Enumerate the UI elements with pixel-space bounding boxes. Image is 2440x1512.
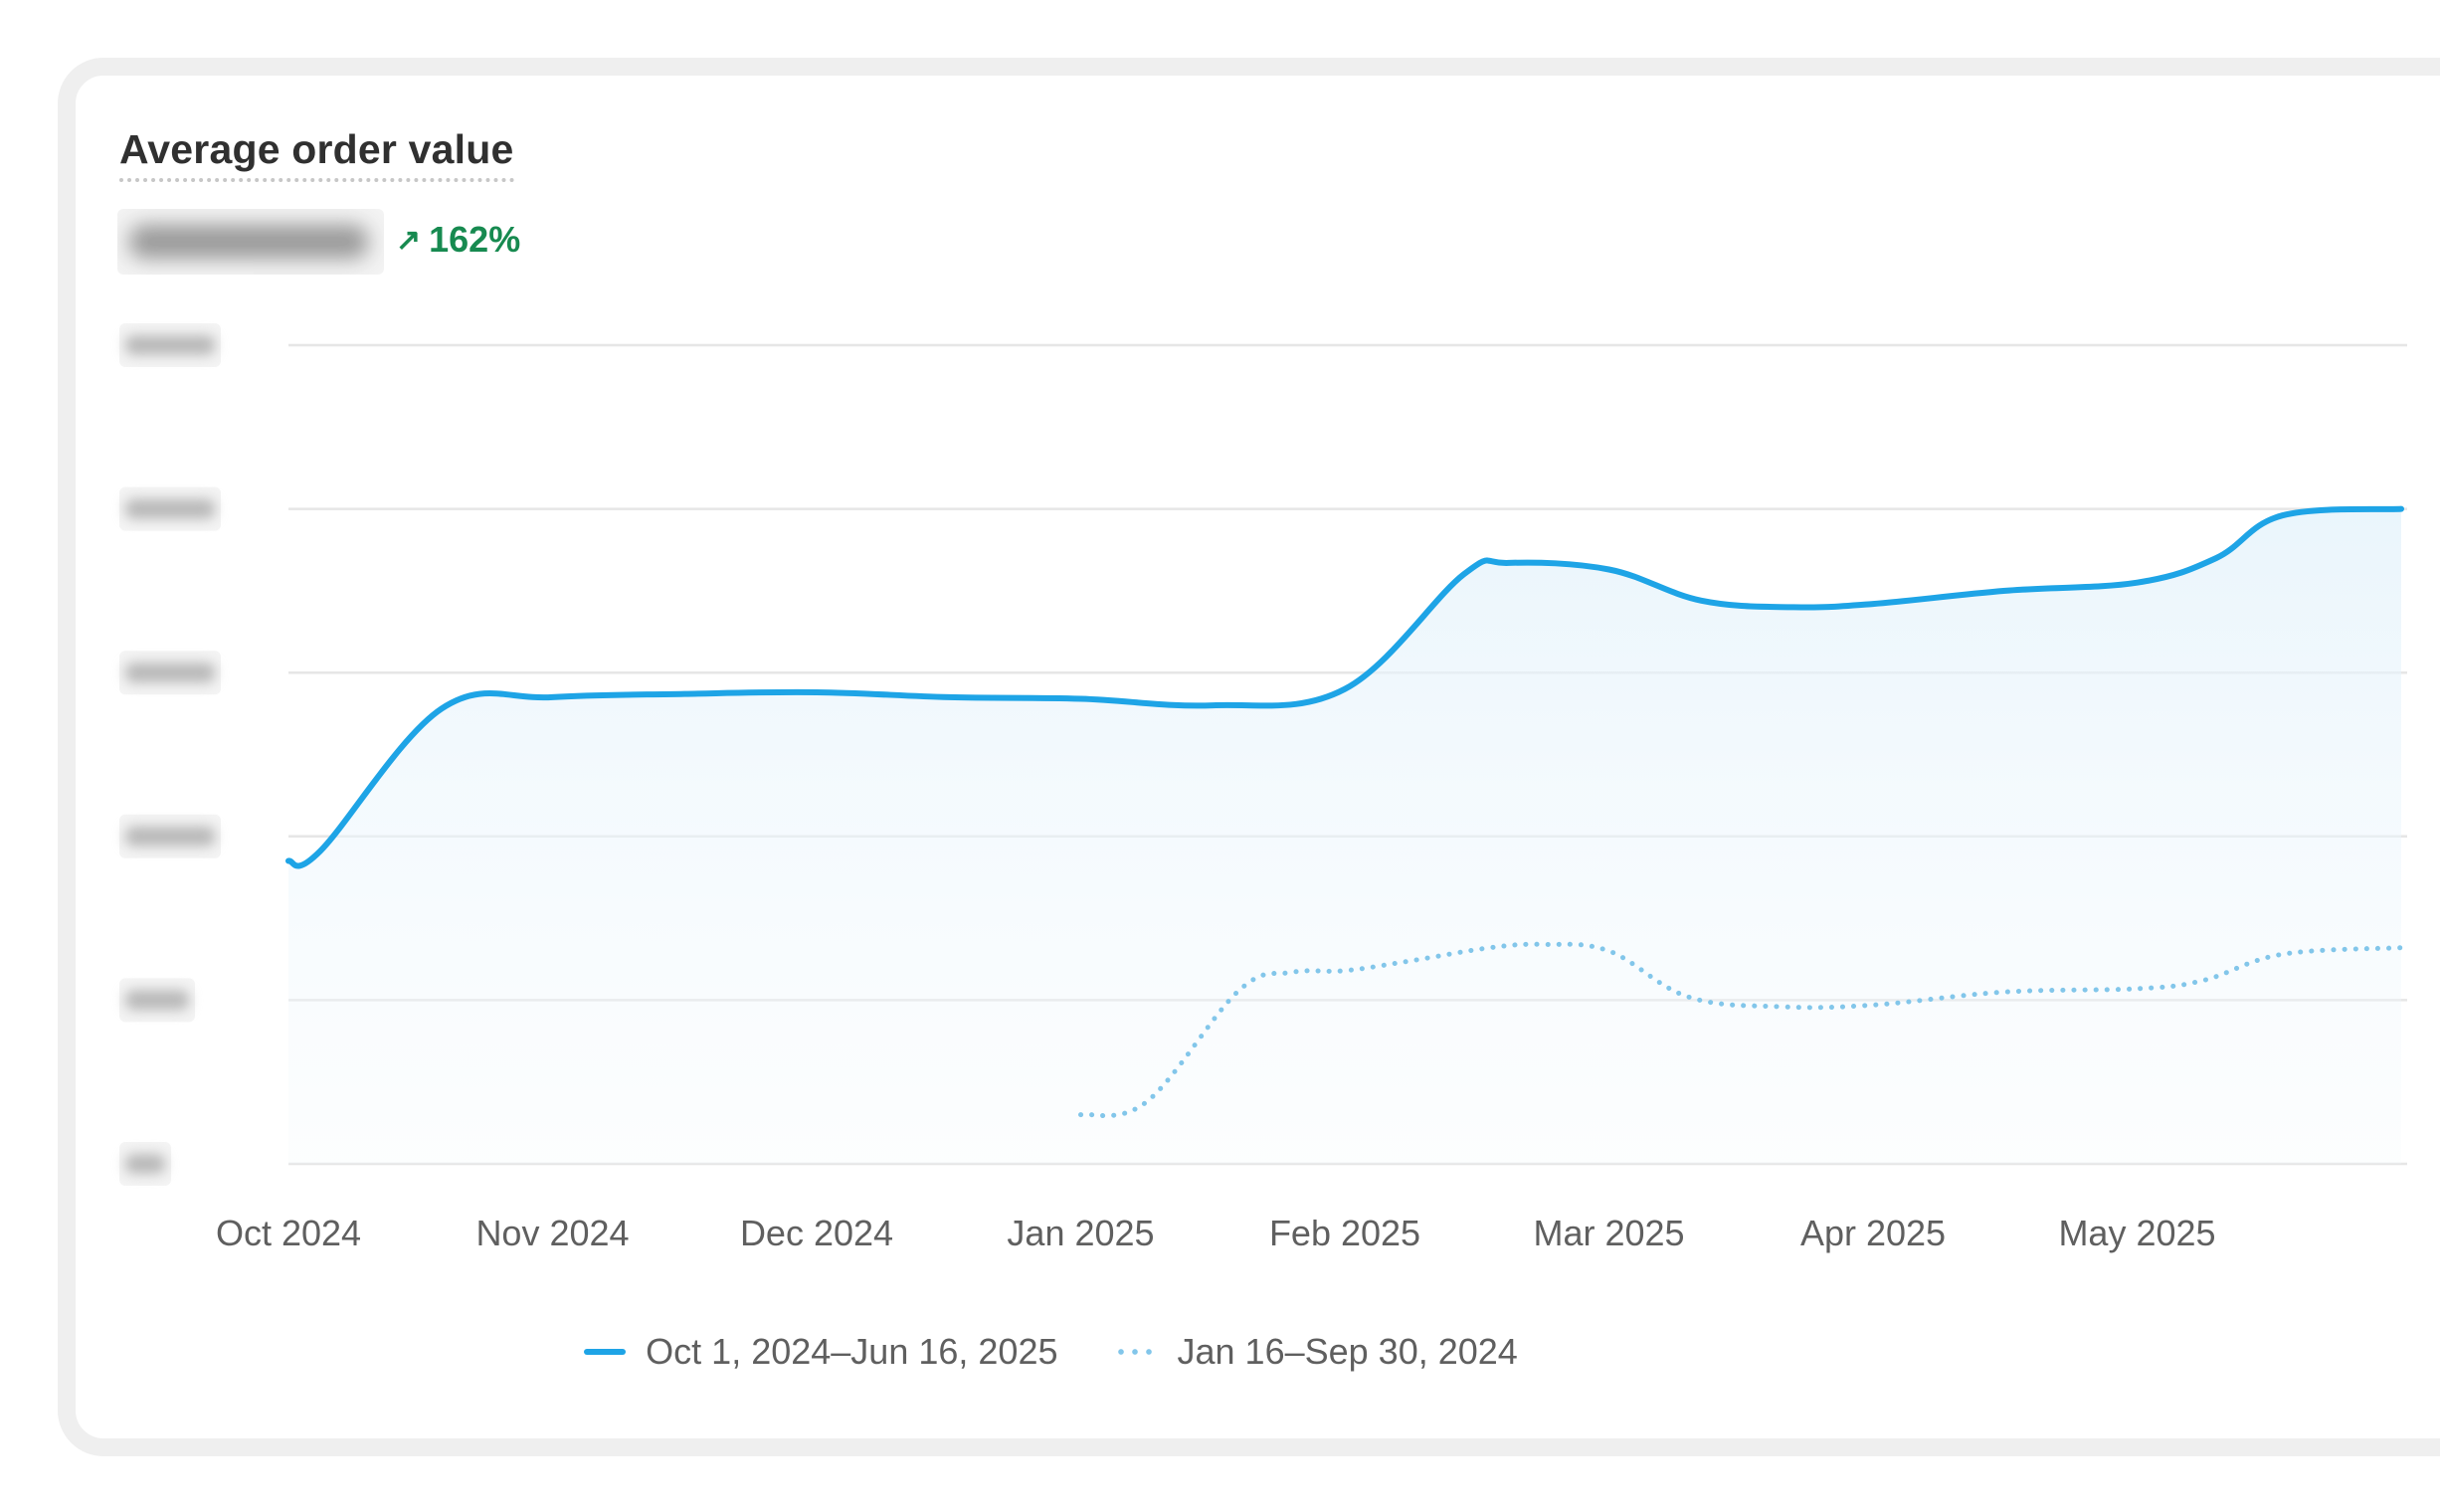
x-tick-label: May 2025 (2058, 1213, 2215, 1253)
series-line-current[interactable] (285, 505, 2404, 869)
delta-badge: ↗ 162% (396, 219, 520, 261)
y-tick-label-blur (125, 662, 215, 683)
chart-legend: Oct 1, 2024–Jun 16, 2025 Jan 16–Sep 30, … (0, 1331, 2440, 1373)
chart-title[interactable]: Average order value (119, 126, 514, 183)
redacted-ink (129, 225, 368, 259)
y-tick-label-blur (125, 335, 215, 355)
dotted-line-swatch-icon (1113, 1349, 1158, 1355)
legend-label-current: Oct 1, 2024–Jun 16, 2025 (646, 1331, 1058, 1372)
x-tick-label: Feb 2025 (1269, 1213, 1420, 1253)
delta-value: 162% (429, 219, 521, 260)
x-tick-label: Dec 2024 (740, 1213, 893, 1253)
x-tick-label: Jan 2025 (1007, 1213, 1154, 1253)
x-tick-label: Mar 2025 (1533, 1213, 1684, 1253)
arrow-up-right-icon: ↗ (396, 223, 422, 257)
y-tick-label-blur (125, 826, 215, 847)
y-tick-label-blur (125, 990, 189, 1011)
x-axis-labels: Oct 2024 Nov 2024 Dec 2024 Jan 2025 Feb 2025… (216, 1213, 2216, 1253)
x-tick-label: Oct 2024 (216, 1213, 361, 1253)
x-tick-label: Apr 2025 (1800, 1213, 1946, 1253)
area-fill (288, 508, 2401, 1165)
solid-line-swatch-icon (584, 1349, 627, 1355)
series-area-current (288, 508, 2401, 1165)
series-lines (285, 505, 2404, 1119)
y-tick-label-blur (125, 1154, 165, 1174)
metric-value-redacted (117, 209, 384, 275)
y-axis-labels-redacted (119, 323, 221, 1186)
legend-item-current[interactable]: Oct 1, 2024–Jun 16, 2025 (584, 1331, 1058, 1373)
legend-label-comparison: Jan 16–Sep 30, 2024 (1177, 1331, 1518, 1372)
y-tick-label-blur (125, 498, 215, 519)
legend-item-comparison[interactable]: Jan 16–Sep 30, 2024 (1113, 1331, 1518, 1373)
x-tick-label: Nov 2024 (475, 1213, 629, 1253)
